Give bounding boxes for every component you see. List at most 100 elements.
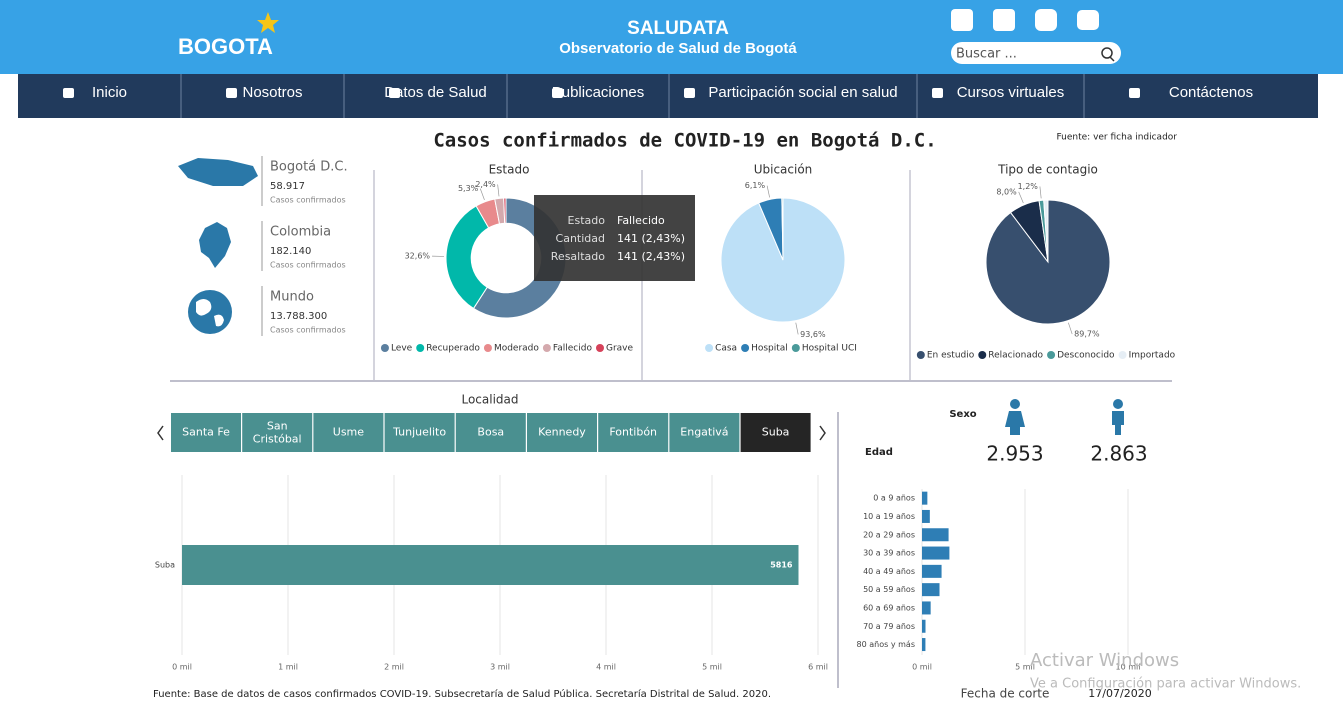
bar-value: 5816 [770, 561, 793, 570]
legend-dot [741, 344, 749, 352]
card-label: Casos confirmados [270, 326, 346, 335]
watermark-text: Ve a Configuración para activar Windows. [1030, 677, 1301, 692]
tab-label[interactable]: Tunjuelito [392, 426, 446, 439]
bar [922, 547, 949, 560]
x-tick-label: 2 mil [384, 663, 404, 672]
y-tick-label: 20 a 29 años [863, 530, 915, 539]
pie-label: 8,0% [996, 187, 1017, 196]
globe-icon [188, 290, 232, 334]
bar [922, 528, 949, 541]
card-value: 182.140 [270, 246, 311, 257]
x-tick-label: 4 mil [596, 663, 616, 672]
bar [922, 492, 927, 505]
legend-label: En estudio [927, 351, 975, 361]
y-tick-label: 80 años y más [857, 640, 915, 649]
tooltip-value: 141 (2,43%) [617, 250, 685, 263]
card-value: 58.917 [270, 181, 305, 192]
y-tick-label: 0 a 9 años [873, 494, 915, 503]
watermark-title: Activar Windows [1030, 650, 1179, 671]
legend-dot [416, 344, 424, 352]
nav-item[interactable]: Participación social en salud [708, 84, 897, 101]
y-tick-label: 30 a 39 años [863, 549, 915, 558]
sex-icons [1005, 399, 1124, 435]
y-tick-label: 10 a 19 años [863, 512, 915, 521]
bar [922, 565, 942, 578]
tab-prev[interactable] [158, 426, 163, 440]
tab-label[interactable]: Suba [762, 426, 790, 439]
tab-next[interactable] [820, 426, 825, 440]
tab-label[interactable]: Usme [333, 426, 364, 439]
legend-label: Leve [391, 344, 413, 354]
legend-label: Importado [1129, 351, 1176, 361]
card-name: Mundo [270, 290, 314, 305]
source-link[interactable]: Fuente: ver ficha indicador [1056, 133, 1177, 143]
card-name: Bogotá D.C. [270, 160, 348, 175]
nav-item[interactable]: Inicio [92, 84, 127, 101]
legend-dot [792, 344, 800, 352]
age-label: Edad [865, 447, 893, 458]
tooltip-value: Fallecido [617, 214, 665, 227]
tab-label[interactable]: Kennedy [538, 426, 586, 439]
pie-label: 93,6% [800, 330, 826, 339]
nav-icon [63, 88, 74, 98]
legend-dot [1119, 351, 1127, 359]
bogota-map [178, 158, 258, 186]
y-tick-label: 70 a 79 años [863, 622, 915, 631]
pie-label: 2,4% [475, 180, 496, 189]
instagram-icon[interactable] [1035, 9, 1057, 31]
legend-dot [596, 344, 604, 352]
card-name: Colombia [270, 225, 331, 240]
label-leader [1040, 186, 1041, 198]
nav-item[interactable]: Nosotros [242, 84, 302, 101]
tooltip-key: Cantidad [556, 232, 605, 245]
tab-label[interactable]: Engativá [680, 426, 728, 439]
dashboard-title: Casos confirmados de COVID-19 en Bogotá … [433, 130, 936, 152]
legend-dot [917, 351, 925, 359]
nav-item[interactable]: Contáctenos [1169, 84, 1253, 101]
twitter-icon[interactable] [993, 9, 1015, 31]
legend-label: Desconocido [1057, 351, 1115, 361]
y-tick-label: 60 a 69 años [863, 603, 915, 612]
label-leader [1019, 192, 1024, 203]
bar [922, 510, 930, 523]
nav-item[interactable]: Cursos virtuales [957, 84, 1065, 101]
nav-item[interactable]: Publicaciones [552, 84, 645, 101]
tab-label[interactable]: Bosa [477, 426, 504, 439]
footer-source: Fuente: Base de datos de casos confirmad… [153, 688, 771, 700]
male-count: 2.863 [1090, 442, 1147, 466]
male-body [1112, 411, 1124, 435]
youtube-icon[interactable] [1077, 10, 1099, 30]
x-tick-label: 0 mil [912, 663, 932, 672]
legend-label: Moderado [494, 344, 539, 354]
tooltip-key: Estado [568, 214, 606, 227]
y-tick-label: Suba [155, 561, 175, 570]
pie-label: 32,6% [405, 252, 431, 261]
female-body [1005, 411, 1025, 435]
legend-dot [484, 344, 492, 352]
nav-item[interactable]: Datos de Salud [384, 84, 487, 101]
label-leader [1068, 323, 1072, 334]
pie-label: 89,7% [1074, 330, 1100, 339]
tab-label[interactable]: Fontibón [609, 426, 657, 439]
tab-label[interactable]: Santa Fe [182, 426, 230, 439]
pie-label: 1,2% [1018, 182, 1039, 191]
pie-slice [504, 198, 506, 223]
tooltip-value: 141 (2,43%) [617, 232, 685, 245]
site-title: SALUDATA [627, 18, 729, 39]
y-tick-label: 50 a 59 años [863, 585, 915, 594]
label-leader [480, 189, 484, 200]
nav-icon [226, 88, 237, 98]
female-head [1010, 399, 1020, 409]
facebook-icon[interactable] [951, 9, 973, 31]
legend-label: Relacionado [988, 351, 1043, 361]
x-tick-label: 3 mil [490, 663, 510, 672]
logo-text: BOGOTA [178, 34, 273, 59]
pie-slice [446, 206, 489, 308]
x-tick-label: 6 mil [808, 663, 828, 672]
nav-icon [684, 88, 695, 98]
bar [922, 601, 931, 614]
legend-label: Grave [606, 344, 634, 354]
colombia-map [199, 222, 231, 268]
chart-title: Tipo de contagio [997, 163, 1098, 177]
